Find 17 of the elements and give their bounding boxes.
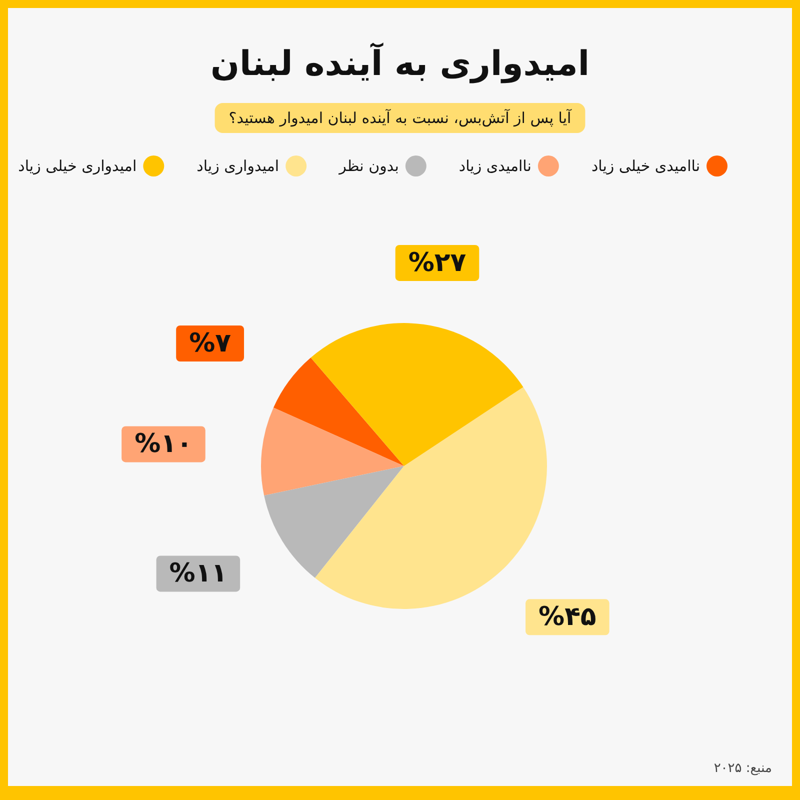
legend-label: ناامیدی خیلی زیاد [591, 157, 700, 175]
pie-slice [264, 466, 404, 578]
chart-title: امیدواری به آینده لبنان [210, 42, 590, 84]
legend-label: امیدواری زیاد [196, 157, 280, 175]
legend-label: ناامیدی زیاد [458, 157, 532, 175]
data-label: %۲۷ [408, 248, 466, 278]
pie-slice [310, 323, 524, 466]
pie-slice [273, 358, 404, 466]
data-label: %۱۰ [134, 429, 192, 460]
legend-label: بدون نظر [338, 157, 399, 175]
data-label: %۱۱ [169, 558, 228, 589]
data-label: %۷ [189, 328, 232, 358]
chart-subtitle: آیا پس از آتش‌بس، نسبت به آینده لبنان امیدوار هستید؟ [228, 108, 572, 127]
data-label: %۴۵ [538, 602, 596, 632]
legend-label: امیدواری خیلی زیاد [18, 157, 137, 175]
text: منبع: ۲۰۲۵ [714, 761, 772, 776]
pie-slice [261, 408, 404, 496]
